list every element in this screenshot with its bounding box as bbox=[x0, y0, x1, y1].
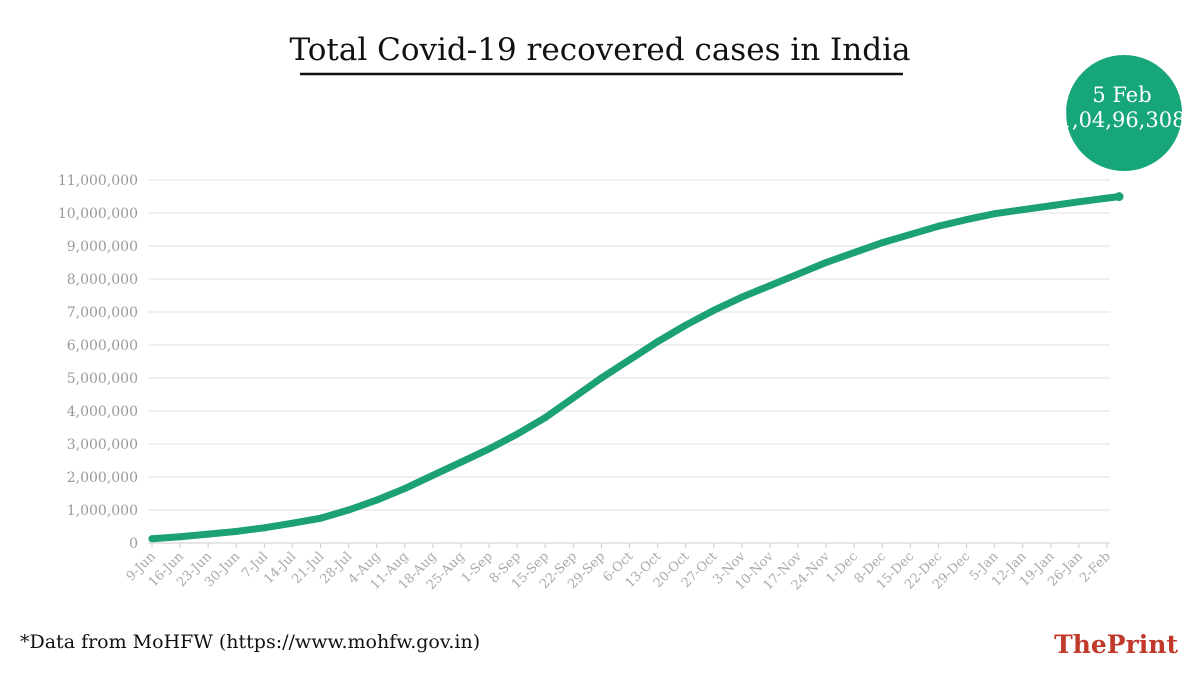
y-tick-label: 10,000,000 bbox=[58, 206, 138, 222]
data-point bbox=[934, 222, 942, 230]
data-point bbox=[457, 458, 465, 466]
data-point bbox=[878, 239, 886, 247]
data-point bbox=[485, 445, 493, 453]
y-tick-label: 3,000,000 bbox=[67, 437, 138, 453]
y-tick-label: 2,000,000 bbox=[67, 470, 138, 486]
data-point bbox=[345, 506, 353, 514]
source-note: *Data from MoHFW (https://www.mohfw.gov.… bbox=[20, 631, 480, 653]
end-label: 5 Feb bbox=[1092, 83, 1151, 107]
y-tick-label: 6,000,000 bbox=[67, 338, 138, 354]
data-point bbox=[373, 496, 381, 504]
data-point bbox=[710, 306, 718, 314]
data-point bbox=[288, 519, 296, 527]
data-point bbox=[626, 356, 633, 364]
data-point bbox=[1103, 194, 1111, 202]
data-point bbox=[317, 514, 325, 522]
y-tick-label: 4,000,000 bbox=[67, 404, 138, 420]
data-point bbox=[738, 293, 746, 301]
data-point bbox=[176, 533, 184, 541]
data-point bbox=[232, 527, 240, 535]
data-point bbox=[1019, 206, 1027, 214]
data-point bbox=[401, 485, 409, 493]
y-tick-label: 9,000,000 bbox=[67, 239, 138, 255]
data-point bbox=[429, 471, 437, 479]
data-point bbox=[597, 374, 605, 382]
y-tick-label: 8,000,000 bbox=[67, 272, 138, 288]
brand-part: Print bbox=[1107, 630, 1179, 659]
y-tick-label: 1,000,000 bbox=[67, 503, 138, 519]
data-point bbox=[1047, 202, 1055, 210]
data-point bbox=[682, 321, 690, 329]
data-point bbox=[569, 394, 577, 402]
data-point bbox=[822, 259, 830, 266]
data-point bbox=[963, 216, 971, 224]
data-point bbox=[654, 338, 662, 346]
data-point bbox=[794, 270, 802, 278]
data-point bbox=[260, 524, 268, 532]
x-tick-label: 1-Sep bbox=[459, 549, 496, 586]
x-tick-label: 2-Feb bbox=[1077, 549, 1114, 586]
end-point bbox=[1114, 192, 1124, 202]
y-tick-label: 0 bbox=[129, 536, 138, 552]
brand-part: The bbox=[1054, 630, 1107, 659]
brand-logo: ThePrint bbox=[1054, 630, 1178, 659]
data-point bbox=[991, 210, 999, 218]
data-point bbox=[148, 535, 156, 543]
data-point bbox=[906, 230, 914, 238]
data-point bbox=[541, 414, 549, 422]
data-point bbox=[850, 249, 858, 257]
y-tick-label: 7,000,000 bbox=[67, 305, 138, 321]
data-point bbox=[1075, 198, 1083, 206]
y-tick-label: 11,000,000 bbox=[58, 173, 138, 189]
end-badge bbox=[1066, 55, 1182, 171]
data-point bbox=[513, 430, 521, 438]
chart-title: Total Covid-19 recovered cases in India bbox=[289, 32, 910, 68]
data-line bbox=[148, 193, 1123, 543]
end-value-label: 1,04,96,308 bbox=[1059, 108, 1186, 132]
data-point bbox=[766, 282, 774, 290]
data-point bbox=[204, 530, 212, 538]
y-tick-label: 5,000,000 bbox=[67, 371, 138, 387]
